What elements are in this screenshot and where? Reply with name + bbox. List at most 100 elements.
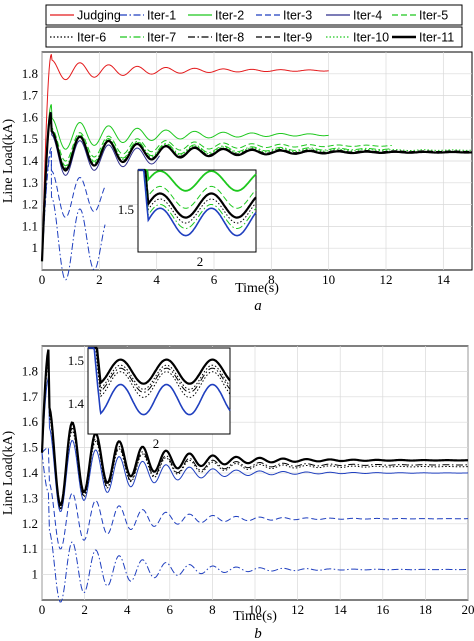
chart-b-inset-ytick: 1.4	[68, 396, 85, 411]
chart-a-xlabel: Time(s)	[235, 281, 279, 296]
legend-label: Judging	[77, 9, 121, 23]
legend-item-iter-7: Iter-7	[120, 31, 176, 45]
chart-b-ytick-label: 1.3	[22, 490, 38, 505]
chart-a-ytick-label: 1.4	[22, 153, 39, 168]
chart-b-inset-ytick: 1.5	[68, 353, 84, 368]
chart-a-ytick-label: 1.2	[22, 197, 38, 212]
chart-a-series-iter-4	[41, 111, 160, 262]
chart-b-xtick-label: 18	[419, 602, 432, 617]
legend: Judging Iter-1 Iter-2 Iter-3 Iter-4 Iter-5 Ite…	[45, 4, 463, 48]
chart-b-ytick-label: 1.4	[22, 465, 39, 480]
legend-item-judging: Judging	[50, 9, 121, 23]
chart-a-ticks: 0 2 4 6 8 10 12 14 1 1.1 1.2 1.3 1.4 1.5 1.6 1.7 1.8	[22, 66, 451, 287]
chart-b-series-dotted-black	[41, 362, 469, 510]
legend-item-iter-3: Iter-3	[256, 9, 312, 23]
chart-b-series-solid-blue	[41, 377, 469, 513]
legend-label: Iter-2	[215, 9, 244, 23]
legend-label: Iter-11	[419, 31, 454, 45]
chart-a-series-iter-2	[41, 104, 329, 262]
chart-b-ytick-label: 1.6	[22, 414, 39, 429]
chart-a-series-iter-11	[40, 112, 473, 262]
chart-a-xtick-label: 6	[211, 272, 218, 287]
chart-a-inset-line	[138, 169, 257, 229]
legend-label: Iter-3	[283, 9, 312, 23]
chart-b-xtick-label: 12	[291, 602, 304, 617]
legend-item-iter-2: Iter-2	[188, 9, 244, 23]
chart-a-xtick-label: 4	[153, 272, 160, 287]
chart-b-ytick-label: 1	[32, 567, 39, 582]
legend-item-iter-8: Iter-8	[188, 31, 244, 45]
legend-label: Iter-6	[77, 31, 106, 45]
chart-a-ytick-label: 1.8	[22, 66, 38, 81]
chart-a-series-iter-5	[41, 111, 392, 262]
chart-a-inset-line	[138, 169, 257, 237]
chart-b-series-dashed-blue	[41, 446, 469, 550]
chart-a-xtick-label: 10	[322, 272, 335, 287]
chart-a-inset-line	[138, 168, 257, 219]
chart-a: 0 2 4 6 8 10 12 14 1 1.1 1.2 1.3 1.4 1.5 1.6 1.7 1.8 1.5…	[1, 51, 473, 314]
chart-a-ytick-label: 1.7	[22, 88, 39, 103]
chart-b-series-solid-black-bold	[40, 349, 469, 507]
legend-label: Iter-10	[353, 31, 389, 45]
chart-a-ytick-label: 1.1	[22, 218, 38, 233]
chart-a-ytick-label: 1.6	[22, 109, 39, 124]
chart-b-series-dashdot-blue	[41, 452, 469, 603]
chart-a-inset-xtick: 2	[197, 254, 204, 269]
chart-a-xtick-label: 8	[268, 272, 275, 287]
chart-b-xtick-label: 0	[39, 602, 46, 617]
chart-b-inset-line	[88, 347, 231, 393]
chart-b-xtick-label: 6	[167, 602, 174, 617]
chart-b-ylabel: Line Load(kA)	[1, 430, 16, 515]
legend-item-iter-4: Iter-4	[326, 9, 382, 23]
chart-a-grid	[41, 52, 472, 270]
chart-b-xtick-label: 8	[209, 602, 216, 617]
chart-a-caption: a	[254, 298, 262, 314]
chart-a-xtick-label: 14	[437, 272, 451, 287]
legend-item-iter-11: Iter-11	[392, 31, 454, 45]
chart-b-xtick-label: 2	[81, 602, 88, 617]
chart-b-ytick-label: 1.2	[22, 516, 38, 531]
legend-label: Iter-8	[215, 31, 244, 45]
legend-label: Iter-7	[147, 31, 176, 45]
chart-b-inset-line	[88, 347, 231, 390]
chart-a-inset-ytick: 1.5	[118, 202, 134, 217]
chart-a-xtick-label: 12	[380, 272, 393, 287]
chart-b-ytick-label: 1.7	[22, 389, 39, 404]
chart-b-xtick-label: 10	[249, 602, 262, 617]
chart-a-inset-line	[138, 169, 257, 192]
chart-b-series	[40, 349, 469, 603]
chart-b-xtick-label: 4	[124, 602, 131, 617]
chart-b: 0 2 4 6 8 10 12 14 16 18 20 1 1.1 1.2 1.3 1.4 1.5 1.6 1.7 1…	[1, 345, 474, 641]
legend-item-iter-9: Iter-9	[256, 31, 312, 45]
chart-a-series-iter-3	[41, 146, 106, 262]
legend-item-iter-5: Iter-5	[392, 9, 448, 23]
chart-b-ytick-label: 1.1	[22, 541, 38, 556]
chart-a-ytick-label: 1.3	[22, 175, 38, 190]
legend-row-1-frame	[45, 4, 463, 26]
chart-b-inset-line	[88, 347, 231, 416]
chart-b-xtick-label: 16	[376, 602, 390, 617]
chart-a-xtick-label: 0	[39, 272, 46, 287]
chart-a-inset-line	[138, 169, 257, 224]
legend-item-iter-1: Iter-1	[120, 9, 176, 23]
chart-b-ytick-label: 1.8	[22, 363, 38, 378]
legend-label: Iter-4	[353, 9, 382, 23]
chart-b-inset: 1.5 1.4 2	[68, 346, 231, 451]
chart-b-caption: b	[254, 626, 262, 641]
chart-a-ytick-label: 1.5	[22, 131, 38, 146]
chart-a-inset: 1.52	[118, 168, 257, 269]
chart-a-ytick-label: 1	[32, 240, 39, 255]
chart-b-inset-line	[88, 346, 231, 385]
legend-label: Iter-5	[419, 9, 448, 23]
chart-a-series	[40, 54, 473, 281]
chart-b-xtick-label: 14	[334, 602, 348, 617]
chart-b-xtick-label: 20	[462, 602, 474, 617]
legend-item-iter-6: Iter-6	[50, 31, 106, 45]
chart-a-xtick-label: 2	[96, 272, 103, 287]
chart-a-ylabel: Line Load(kA)	[1, 118, 16, 203]
legend-row-2-frame	[45, 26, 463, 48]
chart-b-xlabel: Time(s)	[233, 609, 277, 624]
legend-label: Iter-9	[283, 31, 312, 45]
chart-a-inset-line	[138, 169, 257, 209]
